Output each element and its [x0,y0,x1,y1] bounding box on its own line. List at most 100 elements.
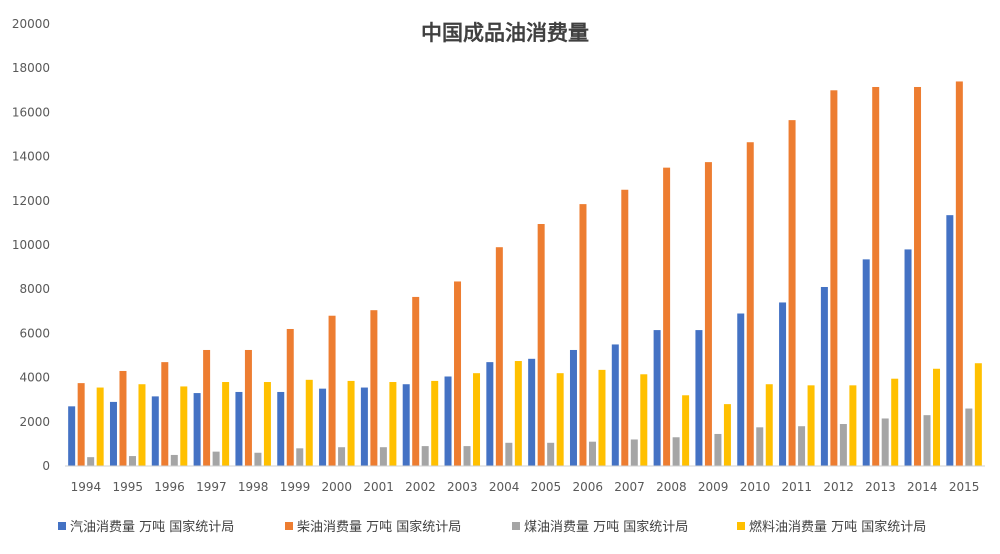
bar-2-2012 [830,90,838,467]
x-tick-label: 1998 [238,480,269,494]
legend-swatch [285,522,293,530]
bar-3-2013 [881,418,889,466]
bar-1-2015 [946,215,954,466]
x-axis: 1994 1995 1996 1997 1998 1999 2000 2001 2002 2003… [71,480,980,494]
bar-3-1997 [212,451,220,466]
bar-3-2011 [798,426,806,466]
bar-2-1994 [77,383,85,466]
bar-2-2015 [955,81,963,467]
bar-4-1996 [180,386,188,466]
bar-2-1997 [203,349,211,466]
bar-4-2011 [807,385,815,466]
bar-1-2002 [402,384,410,466]
y-tick-label: 10000 [12,238,50,252]
bar-1-1996 [151,396,159,466]
bar-2-2007 [621,189,629,466]
bar-2-2013 [872,86,880,467]
bar-1-2011 [779,302,787,466]
y-tick-label: 8000 [19,282,50,296]
bar-1-2014 [904,249,912,466]
y-tick-label: 14000 [12,150,50,164]
x-tick-label: 2007 [614,480,645,494]
y-tick-label: 20000 [12,17,50,31]
x-tick-label: 1999 [280,480,311,494]
bar-2-2008 [663,167,671,466]
legend-label: 煤油消费量 万吨 国家统计局 [524,519,688,535]
bar-1-1994 [68,406,76,466]
bar-3-2001 [379,447,387,466]
y-tick-label: 12000 [12,194,50,208]
bar-2-2010 [746,142,754,467]
bar-3-2007 [630,439,638,466]
x-tick-label: 1994 [71,480,102,494]
bar-1-2012 [820,286,828,466]
bar-2-2003 [454,281,462,466]
bar-4-2010 [765,384,773,466]
bar-1-2003 [444,376,452,466]
x-tick-label: 2014 [907,480,938,494]
bar-3-2004 [505,442,513,466]
y-tick-label: 2000 [19,415,50,429]
bar-2-2000 [328,315,336,466]
legend-swatch [58,522,66,530]
x-tick-label: 2015 [949,480,980,494]
y-tick-label: 4000 [19,371,50,385]
chart-title: 中国成品油消费量 [421,21,589,45]
bar-1-2004 [486,362,494,466]
y-axis: 0 2000 4000 6000 8000 10000 12000 14000 16000 180… [12,17,50,473]
bar-4-1994 [96,387,104,466]
bar-3-2005 [547,442,555,466]
bar-4-1997 [222,382,230,466]
bar-4-2007 [640,374,648,466]
bar-1-1995 [109,401,117,466]
bar-2-2009 [704,162,712,466]
bar-2-2011 [788,120,796,466]
bar-1-1999 [277,391,285,466]
x-tick-label: 2000 [322,480,353,494]
bar-1-1998 [235,391,243,466]
x-tick-label: 1995 [112,480,143,494]
x-tick-label: 2008 [656,480,687,494]
y-tick-label: 6000 [19,326,50,340]
bar-1-1997 [193,393,201,466]
bar-1-2005 [528,358,536,466]
bar-4-2000 [347,380,355,466]
bar-4-2006 [598,369,606,466]
y-tick-label: 0 [42,459,50,473]
legend: 汽油消费量 万吨 国家统计局 柴油消费量 万吨 国家统计局 煤油消费量 万吨 国家统… [58,519,926,535]
x-tick-label: 2013 [865,480,896,494]
bar-4-2012 [849,385,857,466]
bar-3-2010 [756,427,764,466]
bar-2-1999 [286,328,294,466]
x-tick-label: 1997 [196,480,227,494]
bar-3-2015 [965,408,973,466]
bar-1-2006 [569,349,577,466]
bar-4-1999 [305,379,313,466]
bar-3-2006 [588,441,596,466]
bar-4-2015 [974,363,982,466]
bar-3-2009 [714,433,722,466]
legend-swatch [737,522,745,530]
bar-3-1995 [128,456,136,466]
bar-1-2010 [737,313,745,466]
bar-3-2000 [338,447,346,466]
bar-2-2005 [537,224,545,466]
x-tick-label: 2003 [447,480,478,494]
bar-3-2003 [463,446,471,466]
x-tick-label: 2005 [531,480,562,494]
bar-2-1995 [119,370,127,466]
x-tick-label: 1996 [154,480,185,494]
legend-label: 汽油消费量 万吨 国家统计局 [70,519,234,535]
bar-4-2003 [473,373,481,466]
bar-4-2014 [933,368,941,466]
bar-3-2014 [923,415,931,466]
bar-1-2007 [611,344,619,466]
bar-3-1994 [87,457,95,466]
bar-4-2005 [556,373,564,466]
x-tick-label: 2006 [572,480,603,494]
bar-4-1995 [138,384,146,466]
bar-4-2004 [514,361,522,466]
bar-3-2012 [839,424,847,466]
bar-4-2009 [723,404,731,466]
